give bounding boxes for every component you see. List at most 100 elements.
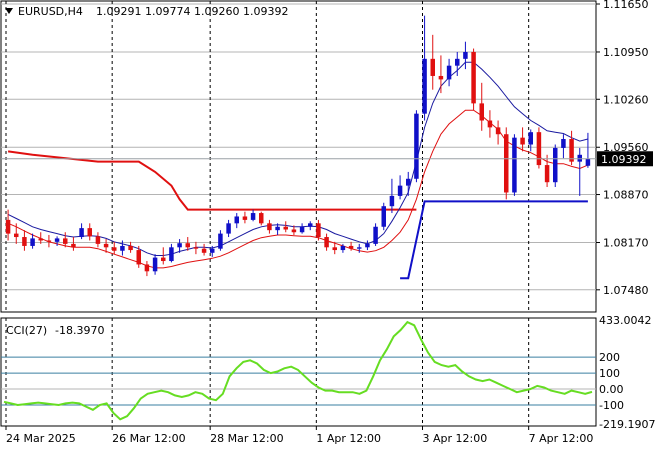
candle-body <box>561 139 566 148</box>
price-panel-frame <box>0 0 597 313</box>
candle-body <box>95 236 101 244</box>
candle-body <box>422 58 427 114</box>
candle-body <box>487 120 493 128</box>
candle-body <box>512 137 517 193</box>
candle-body <box>103 243 109 248</box>
candle-body <box>144 264 150 272</box>
trail-line-blue <box>400 200 588 280</box>
candle-body <box>463 51 468 59</box>
cci-panel-frame <box>0 317 597 427</box>
candle-body <box>185 243 190 248</box>
candle-body <box>275 226 280 231</box>
candle-body <box>14 233 19 238</box>
candle-body <box>495 127 501 135</box>
candle-body <box>22 237 27 246</box>
current-price-box <box>597 151 653 167</box>
candle-body <box>536 132 542 166</box>
cci-axis: 433.0042 200 100 0.00 -100 -219.1907 <box>599 314 655 431</box>
trail-line-red <box>7 150 417 211</box>
ohlc-values: 1.09291 1.09774 1.09260 1.09392 <box>96 5 288 18</box>
candle-body <box>79 228 84 238</box>
cci-tick-label: -100 <box>599 399 624 412</box>
candle-body <box>414 113 419 179</box>
candle-body <box>348 245 354 249</box>
candle-body <box>455 58 460 66</box>
candle-body <box>136 250 141 265</box>
candle-body <box>585 158 591 166</box>
candle-body <box>193 247 199 249</box>
trailing-stop-lines <box>7 150 588 280</box>
candle-body <box>406 178 411 186</box>
price-tick-label: 1.08870 <box>603 189 649 202</box>
price-tick-label: 1.10950 <box>603 46 649 59</box>
candle-body <box>340 245 346 251</box>
candle-body <box>446 65 452 80</box>
cci-tick-label: -219.1907 <box>599 418 655 431</box>
candle-body <box>520 137 525 145</box>
time-axis: 24 Mar 2025 26 Mar 12:00 28 Mar 12:00 1 Apr… <box>5 426 594 445</box>
current-price-label: 1.09392 <box>601 153 647 166</box>
candle-body <box>324 237 329 248</box>
candle-body <box>357 247 362 249</box>
price-tick-label: 1.07480 <box>603 284 649 297</box>
candle-body <box>226 223 231 234</box>
candle-body <box>5 219 11 234</box>
candle-body <box>242 216 248 220</box>
candle-body <box>316 223 321 238</box>
ma-fast-line <box>7 61 589 256</box>
candle-body <box>528 132 533 145</box>
candle-body <box>30 238 35 246</box>
price-grid <box>1 1 596 312</box>
candle-body <box>54 238 60 242</box>
candle-body <box>259 213 264 224</box>
candle-body <box>332 247 337 251</box>
candle-body <box>38 238 43 241</box>
candle-body <box>471 51 476 104</box>
candle-body <box>267 223 272 231</box>
candle-body <box>381 206 386 227</box>
candle-body <box>308 223 313 227</box>
cci-line <box>3 320 593 421</box>
candle-body <box>291 229 297 233</box>
candle-body <box>218 233 223 249</box>
candle-body <box>63 238 68 244</box>
candle-body <box>71 243 76 248</box>
candle-body <box>210 248 215 253</box>
candle-body <box>234 216 239 224</box>
triangle-down-icon[interactable] <box>5 8 13 14</box>
candle-body <box>397 185 403 196</box>
time-tick-label: 26 Mar 12:00 <box>112 432 185 445</box>
candle-body <box>161 257 166 262</box>
cci-tick-label: 200 <box>599 351 620 364</box>
candle-body <box>544 165 550 183</box>
time-tick-label: 1 Apr 12:00 <box>316 432 381 445</box>
price-tick-label: 1.10260 <box>603 93 649 106</box>
time-tick-label: 28 Mar 12:00 <box>210 432 283 445</box>
price-tick-label: 1.09560 <box>603 141 649 154</box>
candle-body <box>250 213 256 220</box>
cci-tick-label: 433.0042 <box>599 314 652 327</box>
candle-body <box>201 248 207 253</box>
candles <box>5 15 591 277</box>
cci-line-group <box>3 320 593 421</box>
candle-body <box>479 103 484 121</box>
symbol-label: EURUSD,H4 <box>18 5 83 18</box>
candle-body <box>553 147 558 183</box>
candle-body <box>389 195 395 207</box>
time-tick-label: 24 Mar 2025 <box>6 432 76 445</box>
candle-body <box>152 257 158 272</box>
candle-body <box>430 58 435 76</box>
cci-value: -18.3970 <box>55 324 104 337</box>
candle-body <box>373 226 378 244</box>
cci-tick-label: 0.00 <box>599 383 624 396</box>
candle-body <box>169 247 174 262</box>
cci-title: CCI(27) <box>6 324 47 337</box>
time-tick-label: 7 Apr 12:00 <box>529 432 594 445</box>
candle-body <box>577 154 582 162</box>
candle-body <box>299 226 305 233</box>
price-axis: 1.11650 1.10950 1.10260 1.09560 1.08870 1.081… <box>596 0 649 297</box>
time-tick-label: 3 Apr 12:00 <box>423 432 488 445</box>
price-tick-label: 1.08170 <box>603 237 649 250</box>
candle-body <box>120 245 125 251</box>
